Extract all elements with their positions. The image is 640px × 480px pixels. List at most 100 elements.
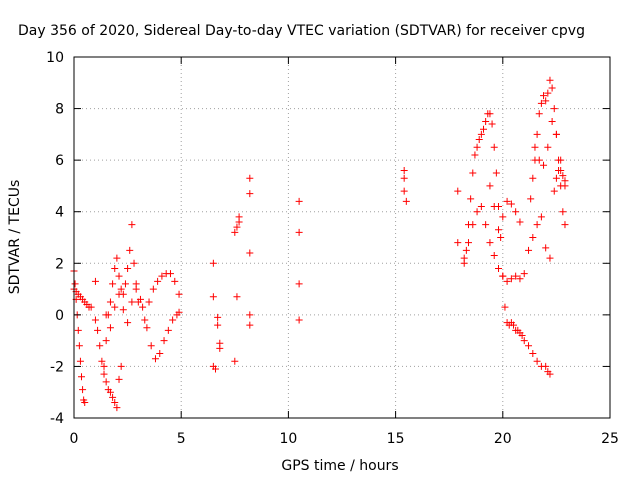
data-point bbox=[490, 143, 498, 151]
data-point bbox=[552, 174, 560, 182]
data-point bbox=[473, 208, 481, 216]
data-point bbox=[216, 344, 224, 352]
data-point bbox=[151, 355, 159, 363]
data-point bbox=[119, 306, 127, 314]
data-point bbox=[295, 197, 303, 205]
data-point bbox=[246, 321, 254, 329]
data-point bbox=[79, 386, 87, 394]
y-tick-label: 2 bbox=[55, 256, 64, 272]
data-point bbox=[71, 280, 79, 288]
data-point bbox=[486, 182, 494, 190]
data-point bbox=[495, 264, 503, 272]
data-point bbox=[130, 259, 138, 267]
data-point bbox=[246, 311, 254, 319]
data-point bbox=[490, 252, 498, 260]
data-point bbox=[490, 203, 498, 211]
data-point bbox=[557, 156, 565, 164]
data-point bbox=[113, 254, 121, 262]
x-tick-label: 5 bbox=[177, 431, 186, 447]
data-point bbox=[147, 342, 155, 350]
data-point bbox=[460, 259, 468, 267]
data-point bbox=[548, 117, 556, 125]
data-point bbox=[214, 313, 222, 321]
data-point bbox=[81, 399, 89, 407]
data-point bbox=[477, 130, 485, 138]
y-tick-label: -4 bbox=[50, 411, 64, 427]
data-point bbox=[145, 298, 153, 306]
data-point bbox=[477, 203, 485, 211]
data-point bbox=[542, 362, 550, 370]
data-point bbox=[233, 223, 241, 231]
data-point bbox=[520, 270, 528, 278]
data-point bbox=[209, 293, 217, 301]
x-axis-ticks: 0 5 10 15 20 25 bbox=[70, 57, 619, 447]
data-point bbox=[111, 399, 119, 407]
data-point bbox=[529, 234, 537, 241]
data-point bbox=[295, 280, 303, 288]
data-point bbox=[128, 298, 136, 306]
data-point bbox=[212, 365, 220, 373]
data-point bbox=[246, 174, 254, 182]
y-tick-label: 8 bbox=[55, 102, 64, 118]
data-point bbox=[175, 308, 183, 316]
x-tick-label: 0 bbox=[70, 431, 79, 447]
data-point bbox=[111, 264, 119, 272]
data-point bbox=[109, 280, 117, 288]
x-tick-label: 10 bbox=[279, 431, 297, 447]
data-point bbox=[143, 324, 151, 332]
data-point bbox=[462, 246, 470, 254]
data-point bbox=[136, 295, 144, 303]
data-point bbox=[154, 277, 162, 285]
data-point bbox=[512, 272, 520, 280]
data-point bbox=[503, 197, 511, 205]
grid bbox=[74, 57, 610, 418]
x-axis-label: GPS time / hours bbox=[281, 458, 398, 474]
data-point bbox=[106, 324, 114, 332]
data-point bbox=[520, 337, 528, 345]
data-point bbox=[231, 228, 239, 236]
data-point bbox=[529, 174, 537, 182]
data-point bbox=[106, 298, 114, 306]
data-point bbox=[246, 249, 254, 257]
data-point bbox=[111, 303, 119, 311]
data-point bbox=[501, 303, 509, 311]
data-point bbox=[164, 326, 172, 334]
y-axis-ticks: -4 -2 0 2 4 6 8 10 bbox=[46, 50, 610, 427]
data-point bbox=[527, 195, 535, 203]
data-point bbox=[87, 303, 95, 311]
data-point bbox=[557, 166, 565, 174]
data-point bbox=[156, 350, 164, 358]
data-point bbox=[158, 272, 166, 280]
x-tick-label: 20 bbox=[494, 431, 512, 447]
data-point bbox=[475, 136, 483, 144]
data-point bbox=[561, 221, 569, 229]
data-point bbox=[141, 316, 149, 324]
y-tick-label: 4 bbox=[55, 205, 64, 221]
data-point bbox=[533, 221, 541, 229]
data-point bbox=[231, 357, 239, 365]
data-point bbox=[535, 110, 543, 118]
data-point bbox=[74, 326, 82, 334]
y-tick-label: 10 bbox=[46, 50, 64, 66]
data-point bbox=[106, 388, 114, 396]
data-point bbox=[100, 370, 108, 378]
data-point bbox=[100, 362, 108, 370]
x-tick-label: 15 bbox=[387, 431, 405, 447]
data-point bbox=[402, 197, 410, 205]
y-axis-label: SDTVAR / TECUs bbox=[7, 180, 23, 295]
data-point bbox=[480, 125, 488, 133]
data-point bbox=[469, 221, 477, 229]
chart-title: Day 356 of 2020, Sidereal Day-to-day VTE… bbox=[18, 23, 585, 39]
data-point bbox=[507, 275, 515, 283]
data-point bbox=[540, 161, 548, 169]
data-point bbox=[132, 280, 140, 288]
data-point bbox=[467, 195, 475, 203]
data-point bbox=[544, 89, 552, 97]
data-point bbox=[542, 97, 550, 105]
y-tick-label: 0 bbox=[55, 308, 64, 324]
data-point bbox=[516, 218, 524, 226]
data-point bbox=[115, 290, 123, 298]
data-point bbox=[535, 156, 543, 164]
data-point bbox=[546, 370, 554, 378]
data-point bbox=[171, 277, 179, 285]
